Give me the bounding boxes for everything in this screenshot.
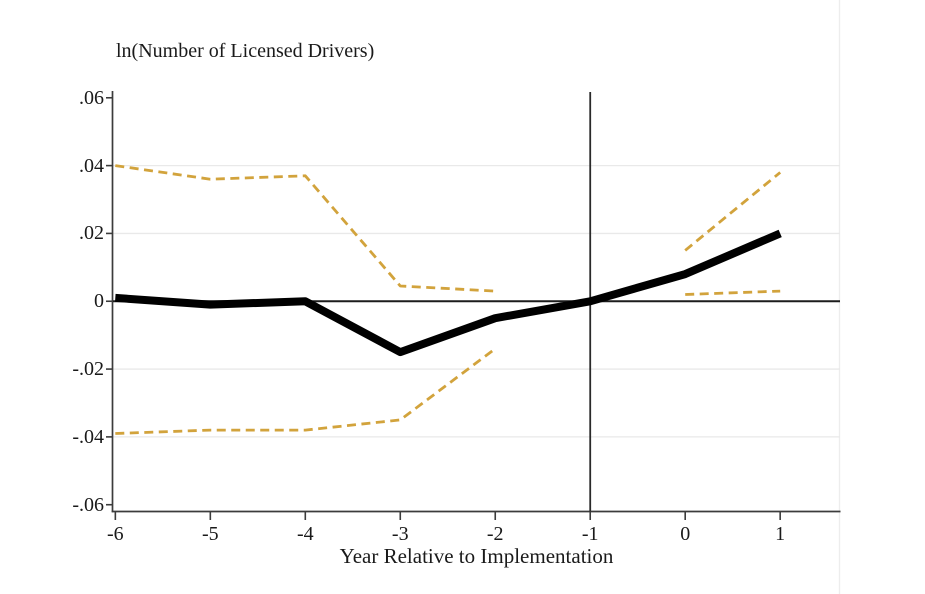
x-tick-label: 0 <box>680 523 691 545</box>
x-tick-label: -3 <box>391 523 409 545</box>
x-tick-label: -6 <box>107 523 124 545</box>
series-point-estimate <box>115 229 782 357</box>
y-tick-label: .06 <box>79 86 104 109</box>
chart-title: ln(Number of Licensed Drivers) <box>116 40 375 62</box>
x-tick-label: -4 <box>296 523 314 545</box>
y-tick-label: -.04 <box>72 425 104 448</box>
series-upper-95-ci <box>115 164 496 293</box>
x-tick-label: 1 <box>775 523 786 545</box>
x-tick-label: -2 <box>486 523 504 545</box>
series-lower-95-ci <box>115 347 497 435</box>
x-tick-label: -1 <box>581 523 599 545</box>
x-axis-label: Year Relative to Implementation <box>339 544 614 568</box>
x-tick-label: -5 <box>201 523 219 545</box>
y-tick-label: -.02 <box>72 358 104 381</box>
y-tick-label: .02 <box>79 222 104 245</box>
series-lower-95-ci <box>685 289 781 296</box>
series-upper-95-ci <box>684 171 782 252</box>
y-tick-label: 0 <box>94 290 104 313</box>
y-tick-label: .04 <box>79 154 104 177</box>
y-tick-label: -.06 <box>72 493 104 516</box>
